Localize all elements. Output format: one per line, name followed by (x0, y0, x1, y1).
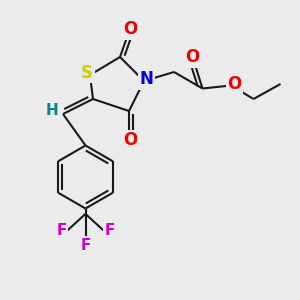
Text: O: O (227, 75, 242, 93)
Text: F: F (104, 223, 115, 238)
Text: N: N (140, 70, 153, 88)
Text: H: H (45, 103, 58, 118)
Text: F: F (80, 238, 91, 253)
Text: O: O (123, 20, 138, 38)
Text: O: O (123, 131, 138, 149)
Text: S: S (81, 64, 93, 82)
Text: F: F (56, 223, 67, 238)
Text: O: O (185, 48, 199, 66)
